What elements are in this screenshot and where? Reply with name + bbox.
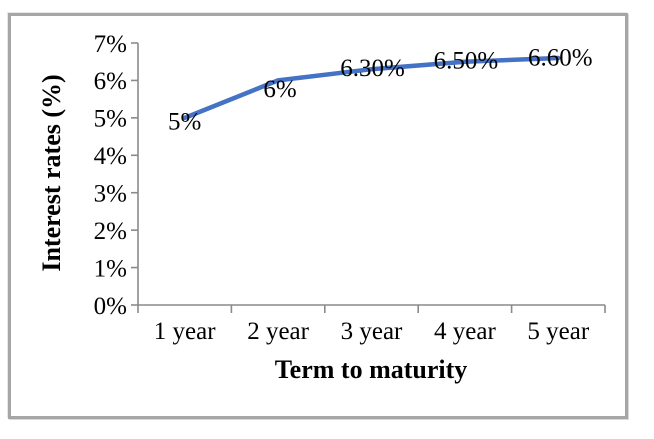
y-tick-label: 7%: [94, 31, 127, 58]
data-label: 6.50%: [434, 47, 499, 74]
axes: [131, 42, 606, 313]
x-tick-label: 3 year: [341, 318, 403, 345]
series-line: [182, 55, 561, 121]
y-axis-title: Interest rates (%): [37, 74, 66, 271]
x-tick-label: 2 year: [247, 318, 309, 345]
x-axis-tick-labels: 1 year 2 year 3 year 4 year 5 year: [154, 318, 590, 345]
y-tick-label: 1%: [94, 255, 127, 282]
data-label: 6.60%: [528, 45, 593, 72]
data-labels: 5% 6% 6.30% 6.50% 6.60%: [168, 45, 593, 136]
x-tick-label: 1 year: [154, 318, 216, 345]
y-tick-label: 2%: [94, 218, 127, 245]
chart-frame: [8, 13, 628, 419]
y-axis-tick-labels: 0% 1% 2% 3% 4% 5% 6% 7%: [94, 31, 127, 320]
y-tick-label: 5%: [94, 106, 127, 133]
x-tick-label: 5 year: [527, 318, 589, 345]
data-label: 6.30%: [340, 55, 405, 82]
data-label: 6%: [263, 76, 296, 103]
data-label: 5%: [168, 109, 201, 136]
x-axis-title: Term to maturity: [275, 355, 468, 384]
x-tick-label: 4 year: [434, 318, 496, 345]
y-tick-label: 6%: [94, 68, 127, 95]
y-tick-label: 3%: [94, 180, 127, 207]
y-tick-label: 4%: [94, 143, 127, 170]
interest-rate-series: [182, 55, 561, 121]
y-tick-label: 0%: [94, 293, 127, 320]
